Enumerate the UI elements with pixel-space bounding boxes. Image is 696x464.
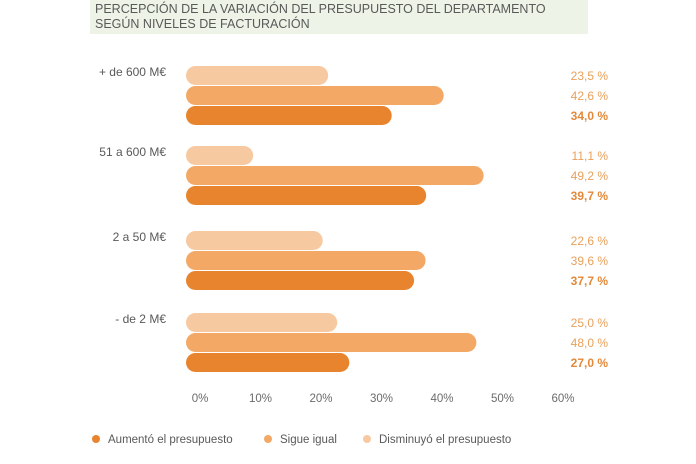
data-label: 37,7 %	[571, 274, 609, 288]
legend-item-disminuyo: Disminuyó el presupuesto	[363, 434, 511, 446]
category-label: 2 a 50 M€	[113, 230, 167, 244]
bar	[186, 186, 427, 205]
legend-swatch-aumento	[92, 434, 100, 443]
x-tick-label: 50%	[491, 393, 514, 405]
legend-label-igual: Sigue igual	[280, 434, 337, 446]
title-background	[90, 0, 588, 34]
bar	[186, 166, 484, 185]
legend-label-aumento: Aumentó el presupuesto	[108, 434, 233, 446]
bar	[186, 231, 323, 250]
category-label: + de 600 M€	[99, 65, 166, 79]
x-tick-label: 20%	[309, 393, 332, 405]
data-label: 27,0 %	[571, 356, 609, 370]
bar	[186, 146, 254, 165]
legend-item-igual: Sigue igual	[264, 434, 337, 446]
category-label: 51 a 600 M€	[99, 145, 166, 159]
bar	[186, 106, 392, 125]
data-label: 23,5 %	[571, 69, 609, 83]
x-tick-label: 0%	[192, 393, 209, 405]
data-label: 39,7 %	[571, 189, 609, 203]
category-label: - de 2 M€	[115, 312, 166, 326]
data-label: 25,0 %	[571, 316, 609, 330]
bar	[186, 251, 426, 270]
x-tick-label: 30%	[370, 393, 393, 405]
legend-label-disminuyo: Disminuyó el presupuesto	[379, 434, 512, 446]
x-tick-label: 60%	[551, 393, 574, 405]
data-label: 34,0 %	[571, 109, 609, 123]
x-tick-label: 40%	[430, 393, 453, 405]
data-label: 42,6 %	[571, 89, 609, 103]
data-label: 22,6 %	[571, 234, 609, 248]
data-label: 49,2 %	[571, 169, 609, 183]
x-tick-label: 10%	[249, 393, 272, 405]
legend-swatch-igual	[264, 434, 272, 443]
data-label: 48,0 %	[571, 336, 609, 350]
data-label: 11,1 %	[572, 149, 609, 163]
bar	[186, 271, 415, 290]
data-label: 39,6 %	[571, 254, 609, 268]
legend-item-aumento: Aumentó el presupuesto	[92, 434, 233, 446]
bar	[186, 66, 329, 85]
bar	[186, 86, 444, 105]
bar	[186, 353, 350, 372]
chart-title: PERCEPCIÓN DE LA VARIACIÓN DEL PRESUPUES…	[95, 2, 546, 31]
bar	[186, 313, 338, 332]
legend-swatch-disminuyo	[363, 434, 371, 443]
bar	[186, 333, 477, 352]
